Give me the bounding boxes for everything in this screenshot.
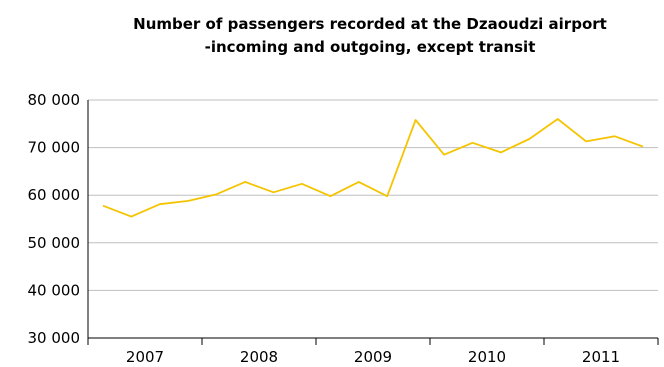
x-tick-label-2010: 2010 — [468, 348, 506, 366]
axes — [87, 100, 659, 345]
y-tick-labels: 30 000 40 000 50 000 60 000 70 000 80 000 — [28, 91, 81, 347]
chart-title-line-1: Number of passengers recorded at the Dza… — [133, 15, 607, 33]
x-tick-label-2008: 2008 — [240, 348, 278, 366]
x-tick-labels: 2007 2008 2009 2010 2011 — [126, 348, 620, 366]
chart-title: Number of passengers recorded at the Dza… — [133, 15, 607, 56]
y-tick-label-3: 60 000 — [28, 186, 81, 204]
series-line-0 — [102, 118, 644, 218]
chart-title-line-2: -incoming and outgoing, except transit — [205, 38, 536, 56]
y-tick-label-5: 80 000 — [28, 91, 81, 109]
x-tick-label-2009: 2009 — [354, 348, 392, 366]
x-tick-label-2011: 2011 — [582, 348, 620, 366]
series — [102, 118, 644, 218]
y-tick-label-1: 40 000 — [28, 281, 81, 299]
y-tick-label-2: 50 000 — [28, 234, 81, 252]
gridlines — [88, 99, 658, 291]
y-tick-label-4: 70 000 — [28, 139, 81, 157]
y-tick-label-0: 30 000 — [28, 329, 81, 347]
x-tick-label-2007: 2007 — [126, 348, 164, 366]
